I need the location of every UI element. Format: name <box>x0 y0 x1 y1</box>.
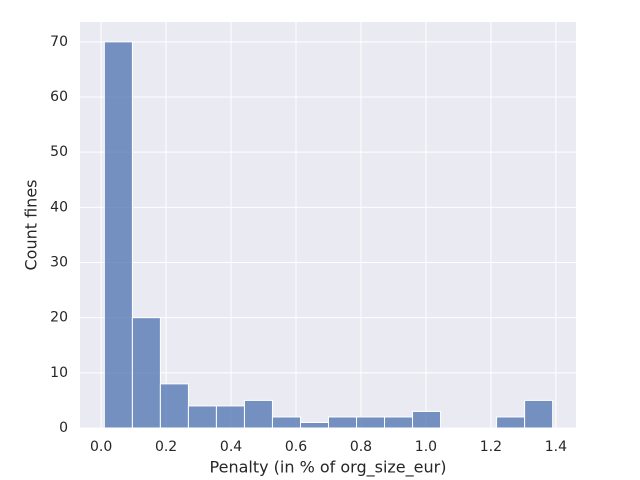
y-tick-label: 70 <box>50 34 68 50</box>
bar <box>271 416 301 429</box>
x-tick-label: 0.2 <box>155 439 177 455</box>
y-tick-label: 0 <box>59 420 68 436</box>
bar <box>524 399 554 429</box>
x-tick-label: 1.4 <box>545 439 567 455</box>
bar <box>356 416 386 429</box>
bar <box>131 317 161 429</box>
bar <box>384 416 414 429</box>
y-tick-label: 10 <box>50 365 68 381</box>
bar <box>159 383 189 429</box>
y-tick-label: 60 <box>50 89 68 105</box>
bar <box>187 405 217 429</box>
y-tick-label: 40 <box>50 199 68 215</box>
y-tick-label: 20 <box>50 310 68 326</box>
plot-background <box>80 22 576 428</box>
bar <box>412 410 442 429</box>
x-axis-label: Penalty (in % of org_size_eur) <box>210 458 447 478</box>
y-tick-label: 30 <box>50 255 68 271</box>
bar <box>327 416 358 429</box>
x-tick-label: 0.8 <box>350 439 372 455</box>
y-tick-label: 50 <box>50 144 68 160</box>
x-tick-label: 0.6 <box>285 439 307 455</box>
bar <box>243 399 273 429</box>
x-tick-label: 0.4 <box>220 439 242 455</box>
bar <box>103 41 133 429</box>
bar <box>496 416 526 429</box>
x-tick-label: 0.0 <box>90 439 112 455</box>
x-tick-label: 1.0 <box>415 439 437 455</box>
bar <box>299 421 329 429</box>
y-axis-label: Count fines <box>22 180 41 271</box>
bar <box>215 405 245 429</box>
x-tick-label: 1.2 <box>480 439 502 455</box>
